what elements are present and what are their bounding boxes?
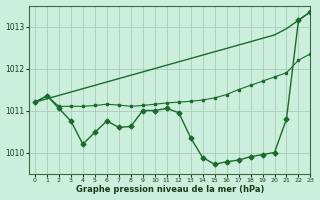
X-axis label: Graphe pression niveau de la mer (hPa): Graphe pression niveau de la mer (hPa) — [76, 185, 264, 194]
